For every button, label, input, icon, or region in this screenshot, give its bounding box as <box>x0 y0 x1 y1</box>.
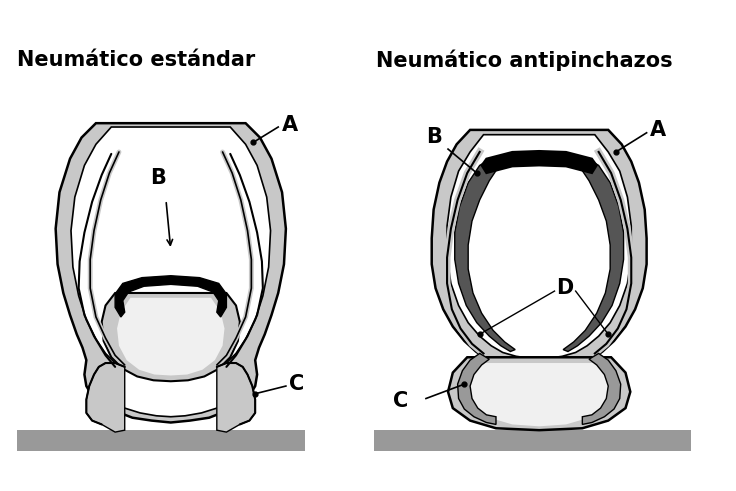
Polygon shape <box>86 363 124 432</box>
Polygon shape <box>102 293 240 381</box>
Polygon shape <box>481 151 597 173</box>
Text: C: C <box>393 391 408 411</box>
Text: A: A <box>282 115 298 135</box>
Bar <box>374 430 691 451</box>
Polygon shape <box>117 298 224 376</box>
Text: Neumático estándar: Neumático estándar <box>17 50 255 70</box>
Text: Neumático antipinchazos: Neumático antipinchazos <box>376 49 673 71</box>
Polygon shape <box>455 159 515 352</box>
Text: B: B <box>149 168 166 188</box>
Polygon shape <box>458 354 496 424</box>
Polygon shape <box>56 123 286 422</box>
Polygon shape <box>466 363 612 426</box>
Polygon shape <box>448 357 630 430</box>
Polygon shape <box>217 363 255 432</box>
Text: C: C <box>289 374 304 394</box>
Text: B: B <box>426 127 442 147</box>
Polygon shape <box>71 127 271 417</box>
Polygon shape <box>563 159 623 352</box>
Polygon shape <box>582 354 620 424</box>
Text: A: A <box>649 120 665 140</box>
Polygon shape <box>115 276 227 317</box>
Text: D: D <box>556 278 573 298</box>
Bar <box>17 430 305 451</box>
Polygon shape <box>447 135 631 358</box>
Polygon shape <box>432 130 647 372</box>
